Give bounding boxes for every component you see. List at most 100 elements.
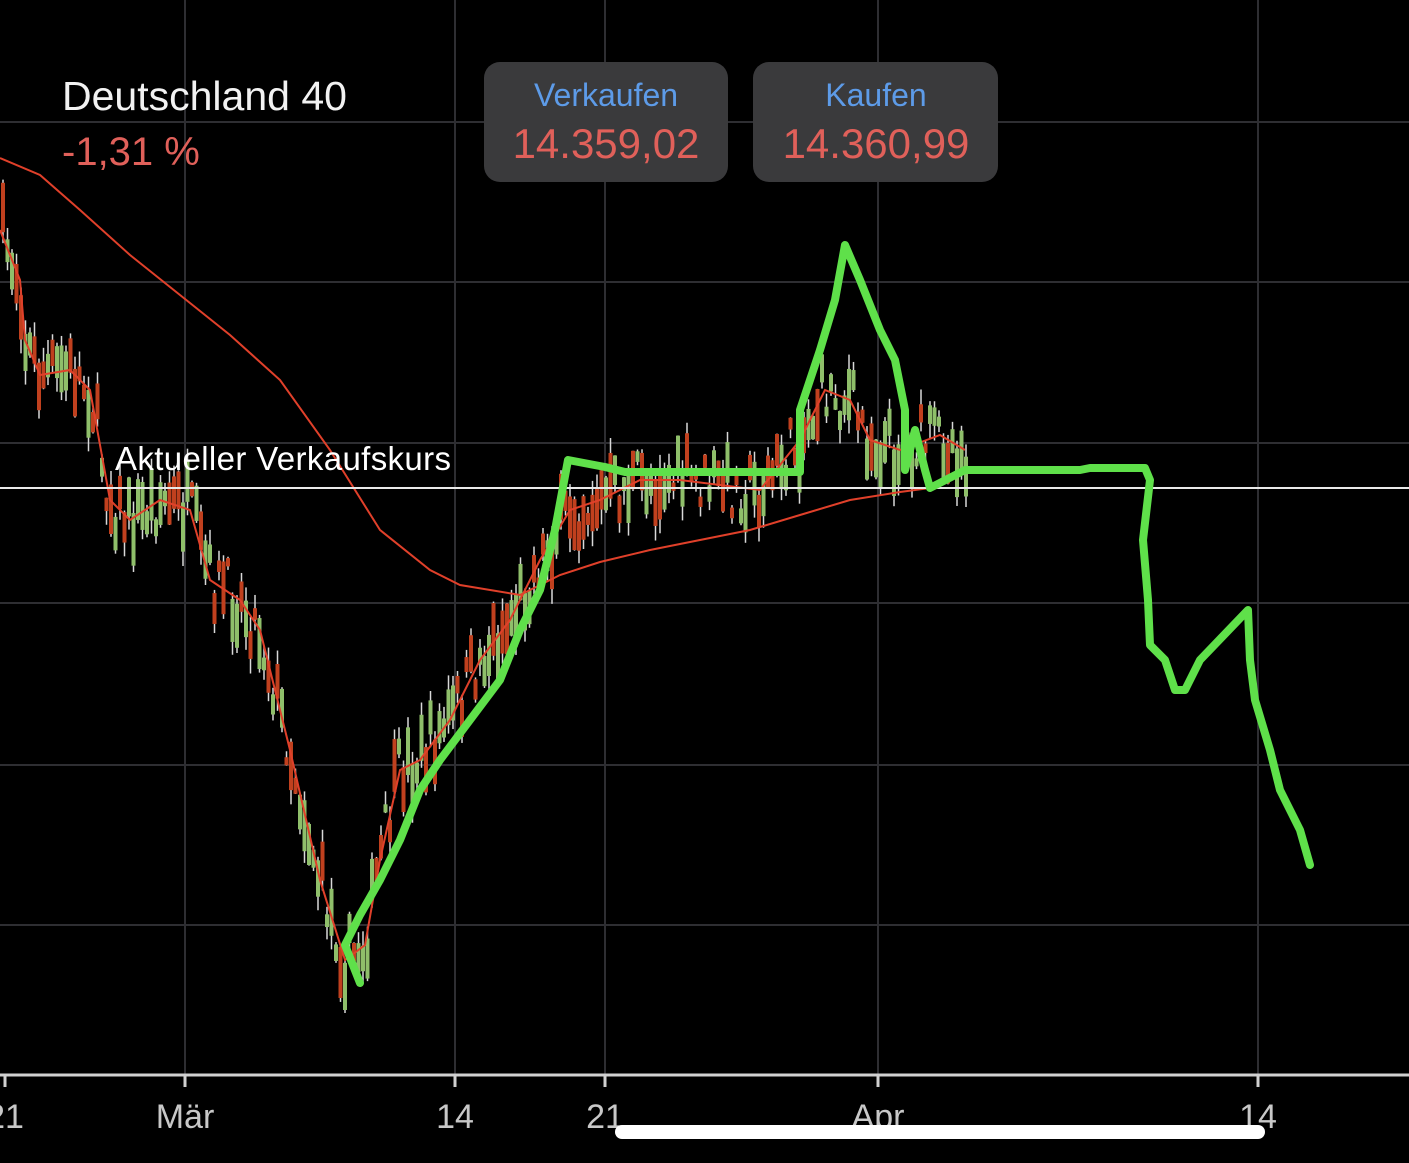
candle-body — [109, 484, 113, 534]
candle-body — [104, 497, 109, 512]
candle-body — [644, 475, 649, 515]
candle-body — [50, 339, 55, 366]
candle-body — [550, 538, 554, 590]
candle-body — [235, 603, 239, 648]
candle-body — [752, 461, 757, 506]
candle-body — [136, 479, 140, 520]
candle-body — [82, 384, 86, 400]
candle-body — [649, 469, 653, 496]
candle-body — [676, 435, 680, 469]
candle-body — [892, 449, 896, 496]
candle-body — [100, 457, 104, 477]
candle-body — [707, 485, 712, 502]
candle-body — [59, 345, 64, 393]
candle-body — [244, 600, 248, 638]
button-background[interactable] — [753, 62, 998, 182]
price-line-label: Aktueller Verkaufskurs — [115, 440, 451, 477]
candle-body — [815, 389, 820, 442]
candle-body — [311, 849, 316, 868]
candle-body — [748, 454, 752, 481]
button-label[interactable]: Kaufen — [825, 77, 926, 113]
candle-body — [266, 660, 271, 693]
candle-body — [190, 482, 194, 497]
candle-body — [460, 699, 464, 737]
candle-body — [964, 456, 968, 497]
candle-body — [779, 444, 784, 490]
candle-body — [293, 777, 298, 794]
hand-drawn-line — [341, 241, 1314, 987]
candle-body — [131, 513, 136, 566]
candle-body — [478, 647, 482, 665]
candle-body — [163, 490, 167, 507]
candle-body — [928, 405, 932, 424]
candle-body — [563, 490, 568, 511]
candle-body — [275, 663, 280, 699]
button-price[interactable]: 14.360,99 — [783, 120, 970, 167]
sell-button[interactable]: Verkaufen 14.359,02 — [484, 62, 728, 182]
candle-body — [581, 496, 586, 540]
button-label[interactable]: Verkaufen — [534, 77, 678, 113]
buy-button[interactable]: Kaufen 14.360,99 — [753, 62, 998, 182]
candle-body — [406, 727, 410, 776]
candle-body — [910, 447, 914, 488]
candle-body — [604, 477, 608, 511]
candle-body — [46, 353, 50, 378]
candle-body — [838, 411, 842, 431]
candle-body — [487, 634, 491, 677]
candle-body — [950, 429, 955, 454]
candle-body — [959, 430, 964, 470]
candle-body — [496, 633, 500, 682]
candle-body — [410, 763, 415, 809]
candle-body — [788, 417, 793, 430]
candle-body — [811, 415, 815, 440]
candle-body — [392, 739, 397, 792]
candle-body — [122, 512, 127, 543]
candle-body — [725, 442, 730, 483]
candle-body — [653, 479, 658, 526]
candle-body — [590, 494, 595, 532]
candle-body — [172, 476, 176, 509]
candle-body — [329, 888, 334, 936]
candle-body — [113, 516, 118, 551]
candle-body — [239, 581, 244, 612]
candle-body — [680, 474, 685, 507]
button-background[interactable] — [484, 62, 728, 182]
candle-body — [842, 395, 847, 415]
candle-body — [370, 858, 374, 900]
candle-body — [599, 470, 604, 510]
candle-body — [532, 555, 536, 583]
candle-body — [325, 914, 329, 928]
candle-body — [572, 499, 577, 551]
candle-body — [919, 404, 923, 423]
short-moving-average — [0, 229, 966, 962]
candle-body — [77, 366, 82, 382]
candle-body — [577, 521, 581, 551]
candle-body — [662, 476, 667, 510]
candle-body — [230, 598, 235, 642]
candle-body — [383, 804, 388, 813]
candle-body — [284, 757, 289, 766]
candle-body — [689, 470, 694, 482]
candle-body — [869, 423, 874, 471]
candle-body — [896, 444, 901, 485]
button-price[interactable]: 14.359,02 — [513, 120, 700, 167]
candle-body — [199, 511, 203, 550]
x-tick-label: 14 — [436, 1098, 474, 1136]
candle-body — [514, 594, 518, 647]
x-tick-label: Mär — [156, 1098, 215, 1136]
candle-body — [271, 694, 275, 715]
candle-body — [415, 762, 419, 784]
candle-body — [379, 834, 383, 859]
candle-body — [671, 482, 676, 491]
candle-body — [365, 938, 370, 979]
candle-body — [401, 767, 406, 813]
candle-body — [586, 512, 590, 525]
candle-body — [55, 346, 59, 379]
candle-body — [775, 433, 779, 466]
long-moving-average — [0, 157, 931, 597]
candle-body — [784, 464, 788, 491]
candle-body — [127, 477, 131, 517]
candle-body — [419, 714, 424, 761]
home-indicator[interactable] — [615, 1125, 1265, 1139]
